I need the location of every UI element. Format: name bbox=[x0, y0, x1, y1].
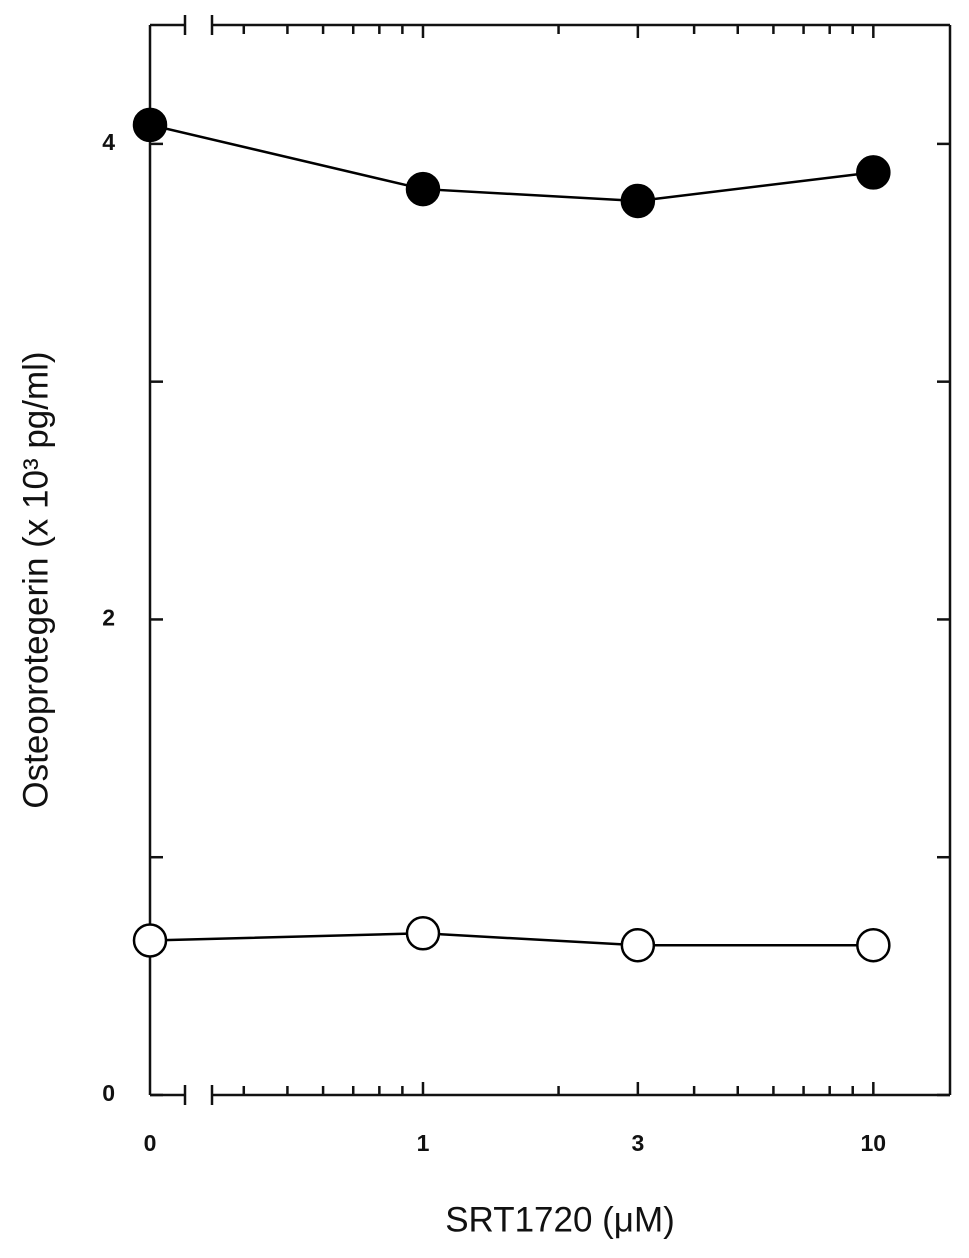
y-axis-title: Osteoprotegerin (x 10³ pg/ml) bbox=[16, 351, 55, 808]
y-tick-label: 2 bbox=[102, 605, 115, 631]
data-point bbox=[620, 183, 656, 219]
series-line bbox=[149, 932, 874, 947]
y-tick-label: 0 bbox=[102, 1080, 115, 1106]
series-line bbox=[149, 123, 874, 203]
x-axis-title: SRT1720 (μM) bbox=[445, 1200, 675, 1239]
data-point bbox=[132, 107, 168, 143]
data-point bbox=[405, 171, 441, 207]
data-point bbox=[620, 927, 656, 963]
x-tick-label: 1 bbox=[417, 1130, 430, 1156]
x-tick-label: 3 bbox=[631, 1130, 644, 1156]
y-tick-label: 4 bbox=[102, 129, 115, 155]
data-point bbox=[856, 927, 891, 963]
x-tick-label: 10 bbox=[861, 1130, 887, 1156]
data-point bbox=[856, 155, 891, 190]
data-point bbox=[405, 916, 441, 951]
x-tick-label: 0 bbox=[144, 1130, 157, 1156]
data-point bbox=[132, 923, 168, 958]
